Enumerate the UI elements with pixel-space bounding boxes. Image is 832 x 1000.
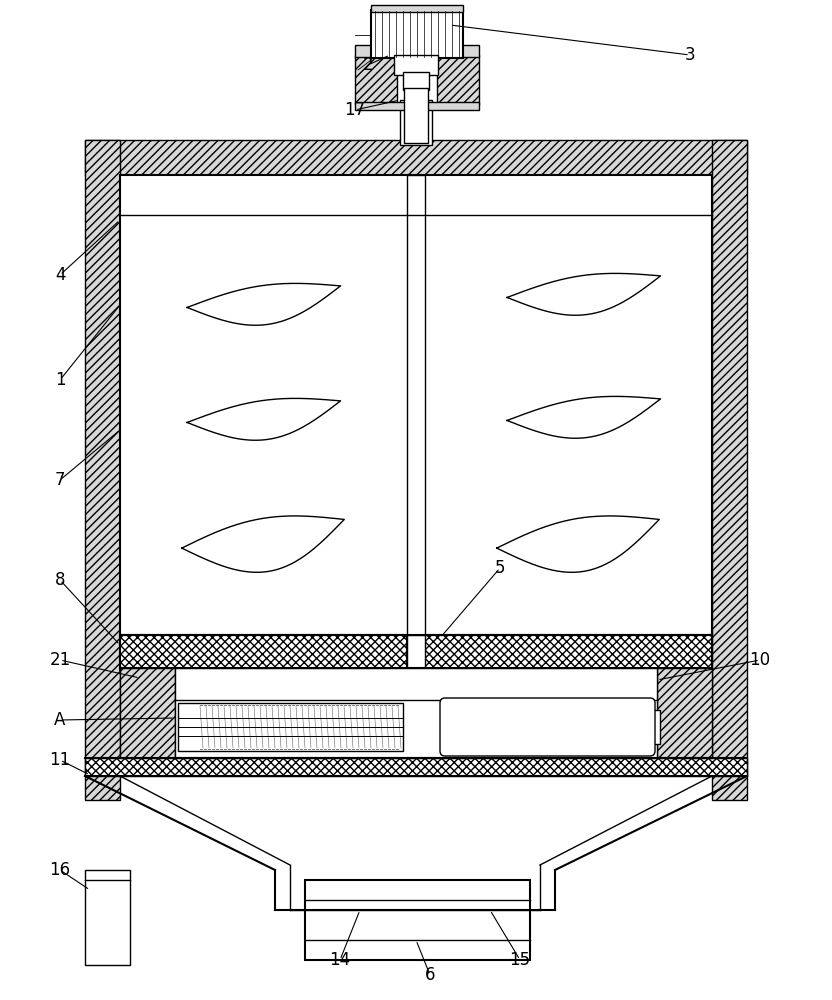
Bar [120, 668, 175, 760]
Text: 10: 10 [750, 651, 770, 669]
Bar [394, 55, 438, 75]
Bar [712, 140, 747, 800]
Bar [371, 10, 463, 58]
Text: 2: 2 [363, 56, 374, 74]
Text: 16: 16 [49, 861, 71, 879]
Bar [175, 668, 657, 760]
Bar [355, 102, 479, 110]
Bar [407, 175, 425, 665]
Bar [355, 45, 479, 57]
Bar [85, 870, 130, 965]
Text: 7: 7 [55, 471, 65, 489]
Bar [85, 140, 120, 800]
Bar [178, 703, 403, 751]
Bar [120, 635, 407, 670]
Text: 11: 11 [49, 751, 71, 769]
Bar [437, 55, 479, 105]
Bar [404, 88, 428, 143]
Bar [403, 72, 429, 90]
Bar [355, 55, 397, 105]
Text: 6: 6 [425, 966, 435, 984]
Text: 8: 8 [55, 571, 65, 589]
Text: 17: 17 [344, 101, 365, 119]
Bar [400, 100, 432, 145]
Bar [305, 880, 530, 960]
Text: 1: 1 [55, 371, 66, 389]
Text: 21: 21 [49, 651, 71, 669]
Bar [85, 758, 747, 776]
Text: A: A [54, 711, 66, 729]
Text: 5: 5 [495, 559, 505, 577]
FancyBboxPatch shape [440, 698, 655, 756]
Bar [371, 5, 463, 12]
Bar [648, 710, 660, 744]
Bar [120, 175, 712, 665]
Text: 3: 3 [685, 46, 696, 64]
Bar [85, 140, 747, 175]
Text: 15: 15 [509, 951, 531, 969]
Bar [425, 635, 712, 670]
Circle shape [187, 722, 197, 732]
Text: 14: 14 [329, 951, 350, 969]
Bar [657, 668, 712, 760]
Bar [407, 635, 425, 670]
Text: 4: 4 [55, 266, 65, 284]
